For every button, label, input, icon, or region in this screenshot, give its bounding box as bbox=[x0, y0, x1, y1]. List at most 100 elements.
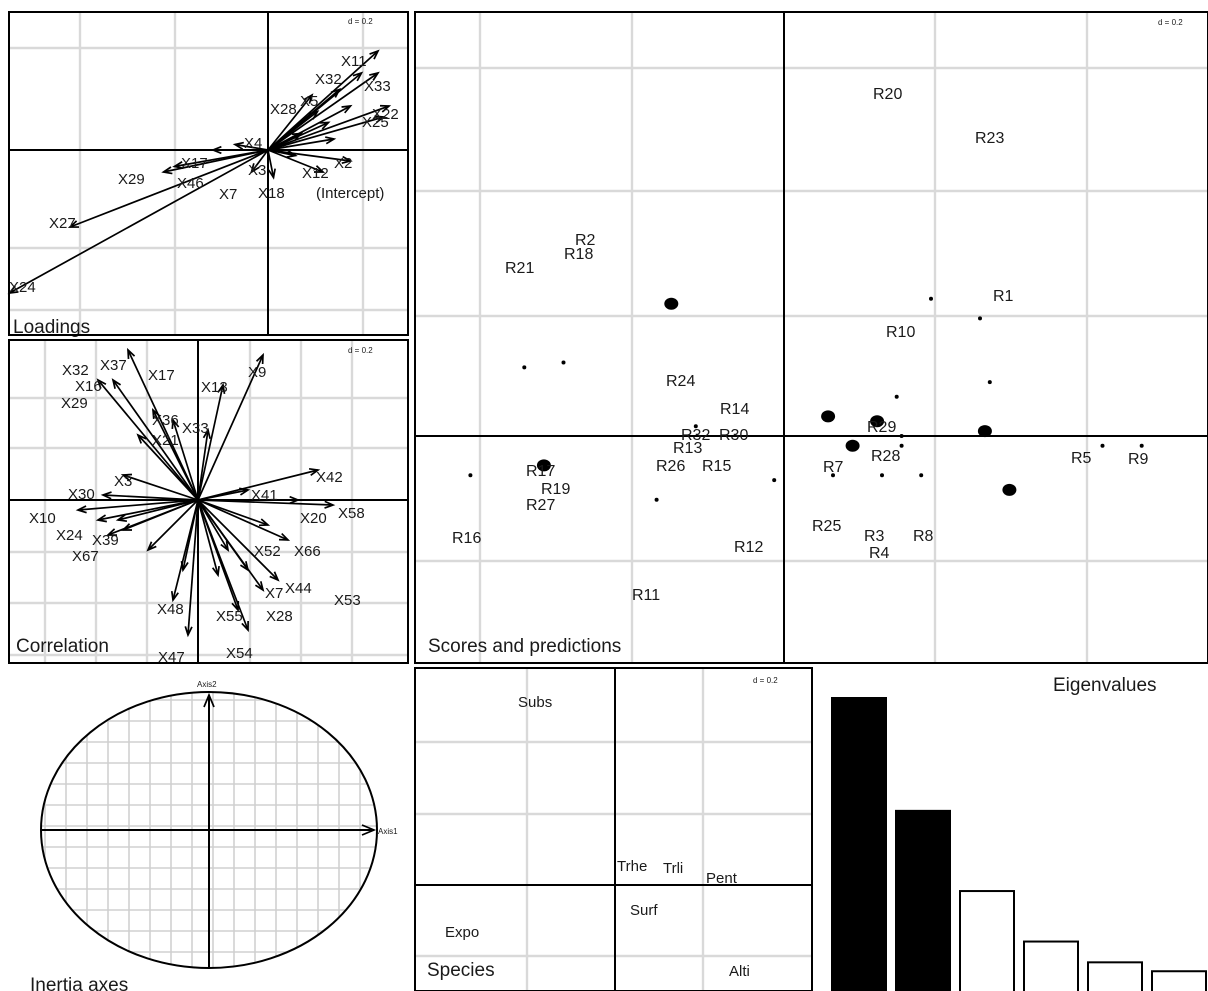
score-point bbox=[1139, 443, 1144, 448]
score-label: R8 bbox=[913, 528, 934, 545]
correlation-label: X3 bbox=[114, 473, 132, 490]
loadings-label: X12 bbox=[302, 165, 329, 182]
score-label: R25 bbox=[812, 518, 841, 535]
loadings-label: X3 bbox=[248, 162, 266, 179]
score-label: R1 bbox=[993, 288, 1014, 305]
loading-arrow-minor-head bbox=[341, 104, 353, 114]
species-labels: Subs Trhe Trli Pent Surf Expo Alti bbox=[445, 694, 750, 980]
correlation-label: X24 bbox=[56, 527, 83, 544]
species-frame bbox=[414, 667, 813, 991]
correlation-arrow-minor-head bbox=[95, 514, 108, 523]
score-label: R27 bbox=[526, 497, 555, 514]
loadings-grid bbox=[9, 12, 408, 335]
loadings-label: X29 bbox=[118, 171, 145, 188]
loadings-frame bbox=[8, 11, 409, 336]
correlation-label: X55 bbox=[216, 608, 243, 625]
correlation-arrow-minor-head bbox=[211, 565, 220, 578]
correlation-arrow-head bbox=[308, 467, 321, 476]
loading-arrow-head bbox=[374, 115, 386, 124]
correlation-panel: X32 X37 X17 X16 X29 X13 X9 X33 X36 X21 X… bbox=[8, 339, 409, 666]
loadings-panel: X11 X32 X33 X28 X5 X22 X25 X2 X3 X4 X12 … bbox=[7, 11, 409, 338]
correlation-arrow bbox=[197, 469, 319, 501]
score-point bbox=[1100, 443, 1105, 448]
score-point bbox=[929, 296, 933, 301]
correlation-label: X17 bbox=[148, 367, 175, 384]
correlation-arrow-minor bbox=[147, 499, 199, 551]
correlation-arrow bbox=[197, 384, 224, 501]
loading-arrow-minor-head bbox=[210, 145, 222, 155]
loadings-labels: X11 X32 X33 X28 X5 X22 X25 X2 X3 X4 X12 … bbox=[9, 53, 399, 296]
correlation-arrow-minor-head bbox=[151, 407, 161, 420]
score-label: R19 bbox=[541, 481, 570, 498]
correlation-label: X30 bbox=[68, 486, 95, 503]
score-point bbox=[831, 473, 835, 478]
loading-arrow bbox=[267, 72, 379, 151]
score-point bbox=[880, 473, 884, 478]
loading-arrow-head bbox=[161, 166, 173, 175]
score-point bbox=[772, 478, 777, 483]
species-label: Surf bbox=[630, 902, 658, 919]
correlation-scale-label: d = 0.2 bbox=[348, 346, 373, 355]
inertia-panel: Axis1 Axis2 Inertia axes bbox=[30, 680, 398, 991]
score-label: R17 bbox=[526, 463, 555, 480]
score-point bbox=[561, 360, 566, 365]
loading-arrow-minor bbox=[267, 88, 341, 151]
loading-arrow bbox=[267, 116, 384, 151]
correlation-label: X47 bbox=[158, 649, 185, 666]
loading-arrow-minor-head bbox=[319, 121, 331, 130]
correlation-arrow-minor bbox=[112, 379, 199, 501]
correlation-label: X48 bbox=[157, 601, 184, 618]
prediction-point bbox=[977, 425, 992, 438]
score-label: R24 bbox=[666, 373, 695, 390]
inertia-axis1-label: Axis1 bbox=[378, 827, 398, 836]
correlation-label: X41 bbox=[251, 487, 278, 504]
score-label: R20 bbox=[873, 86, 902, 103]
loading-arrow bbox=[267, 105, 390, 151]
loading-arrow-minor-head bbox=[291, 132, 304, 141]
score-point bbox=[468, 473, 473, 478]
eigen-bar bbox=[895, 809, 951, 991]
loadings-label: X28 bbox=[270, 101, 297, 118]
species-panel: Subs Trhe Trli Pent Surf Expo Alti d = 0… bbox=[414, 667, 813, 991]
scores-frame bbox=[414, 11, 1208, 664]
loadings-label: X7 bbox=[219, 186, 237, 203]
score-label: R10 bbox=[886, 324, 915, 341]
loadings-label: X18 bbox=[258, 185, 285, 202]
loading-arrow-head bbox=[352, 71, 364, 82]
correlation-labels: X32 X37 X17 X16 X29 X13 X9 X33 X36 X21 X… bbox=[29, 357, 365, 666]
correlation-arrow-minor-head bbox=[254, 581, 265, 592]
correlation-arrows bbox=[75, 347, 336, 638]
correlation-arrow bbox=[77, 499, 199, 511]
score-point bbox=[522, 365, 527, 370]
score-label: R2 bbox=[575, 232, 596, 249]
loadings-arrows bbox=[7, 49, 392, 295]
correlation-label: X13 bbox=[201, 379, 228, 396]
correlation-arrow-minor bbox=[197, 499, 239, 611]
correlation-label: X44 bbox=[285, 580, 312, 597]
correlation-label: X29 bbox=[61, 395, 88, 412]
species-label: Trhe bbox=[617, 858, 647, 875]
correlation-label: X58 bbox=[338, 505, 365, 522]
loading-arrow-minor bbox=[267, 132, 302, 151]
score-label: R9 bbox=[1128, 451, 1149, 468]
loadings-label: X17 bbox=[181, 155, 208, 172]
score-label: R15 bbox=[702, 458, 731, 475]
correlation-label: X33 bbox=[182, 420, 209, 437]
correlation-arrow bbox=[197, 499, 289, 541]
species-scale-label: d = 0.2 bbox=[753, 676, 778, 685]
score-label: R26 bbox=[656, 458, 685, 475]
loadings-label: X11 bbox=[341, 53, 367, 70]
correlation-arrow-minor-head bbox=[220, 540, 230, 552]
score-label: R3 bbox=[864, 528, 885, 545]
scores-scale-label: d = 0.2 bbox=[1158, 18, 1183, 27]
score-label: R28 bbox=[871, 448, 900, 465]
correlation-arrow-minor bbox=[117, 499, 199, 521]
correlation-label: X7 bbox=[265, 585, 283, 602]
species-label: Subs bbox=[518, 694, 552, 711]
loading-arrow-minor-head bbox=[330, 88, 342, 98]
loading-arrow-minor-head bbox=[325, 136, 337, 145]
score-label: R21 bbox=[505, 260, 534, 277]
score-label: R12 bbox=[734, 539, 763, 556]
correlation-label: X28 bbox=[266, 608, 293, 625]
correlation-arrow-minor-head bbox=[100, 491, 112, 500]
